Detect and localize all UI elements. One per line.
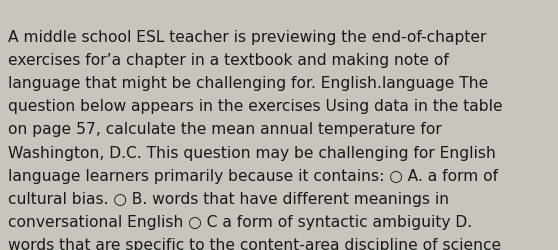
Text: exercises for’a chapter in a textbook and making note of: exercises for’a chapter in a textbook an… — [8, 53, 449, 68]
Text: conversational English ○ C a form of syntactic ambiguity D.: conversational English ○ C a form of syn… — [8, 214, 473, 229]
Text: question below appears in the exercises Using data in the table: question below appears in the exercises … — [8, 99, 503, 114]
Text: words that are specific to the content-area discipline of science: words that are specific to the content-a… — [8, 237, 502, 250]
Text: Washington, D.C. This question may be challenging for English: Washington, D.C. This question may be ch… — [8, 145, 496, 160]
Text: language that might be challenging for. English.language The: language that might be challenging for. … — [8, 76, 489, 91]
Text: A middle school ESL teacher is previewing the end-of-chapter: A middle school ESL teacher is previewin… — [8, 30, 487, 45]
Text: language learners primarily because it contains: ○ A. a form of: language learners primarily because it c… — [8, 168, 498, 183]
Text: cultural bias. ○ B. words that have different meanings in: cultural bias. ○ B. words that have diff… — [8, 191, 450, 206]
Text: on page 57, calculate the mean annual temperature for: on page 57, calculate the mean annual te… — [8, 122, 442, 137]
